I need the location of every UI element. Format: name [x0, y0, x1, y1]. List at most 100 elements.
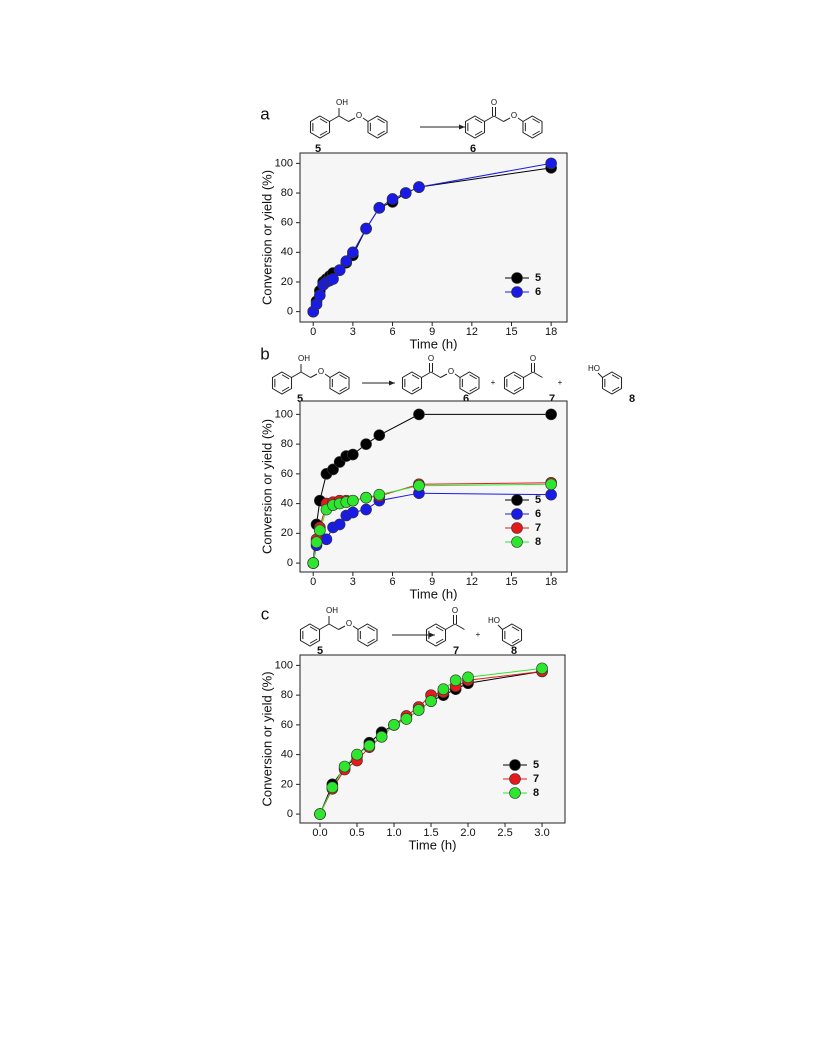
data-point	[413, 479, 425, 492]
legend-label: 7	[535, 522, 541, 534]
bond	[329, 115, 340, 122]
y-tick-label: 80	[281, 689, 293, 701]
legend-label: 5	[535, 494, 541, 506]
scheme-text: O	[511, 111, 517, 120]
y-tick-label: 20	[281, 778, 293, 790]
bond	[497, 624, 503, 630]
data-point	[545, 157, 557, 170]
bond	[435, 626, 444, 632]
bond	[532, 130, 540, 136]
data-point	[351, 748, 363, 761]
x-tick-label: 0.0	[312, 827, 327, 839]
data-point	[400, 713, 413, 725]
data-point	[373, 488, 386, 501]
bond	[338, 625, 346, 630]
plot-area	[299, 400, 568, 573]
compound-label: 6	[470, 143, 476, 155]
data-point	[413, 408, 425, 421]
data-point	[363, 739, 376, 752]
bond	[291, 371, 302, 378]
legend-label: 6	[535, 508, 541, 520]
arrow-head	[389, 380, 395, 386]
bond	[328, 623, 339, 630]
bond	[597, 372, 603, 378]
data-point	[314, 289, 326, 302]
data-point	[347, 506, 359, 519]
legend-label: 6	[535, 286, 541, 298]
compound-label: 7	[549, 393, 555, 405]
data-point	[536, 662, 548, 675]
plot-area	[299, 654, 566, 824]
x-tick-label: 1.0	[386, 827, 401, 839]
bond	[435, 638, 444, 644]
data-point	[373, 202, 386, 214]
y-axis-label: Conversion or yield (%)	[259, 170, 274, 305]
x-tick-label: 0	[310, 326, 316, 338]
data-point	[545, 478, 557, 491]
y-tick-label: 40	[281, 749, 293, 761]
scheme-text: HO	[588, 364, 600, 373]
data-point	[314, 808, 326, 820]
bond	[513, 374, 522, 380]
bond	[348, 117, 356, 122]
bond	[319, 118, 328, 124]
legend-marker	[509, 787, 521, 799]
benzene-ring	[329, 371, 350, 395]
x-tick-label: 6	[389, 326, 395, 338]
data-point	[375, 730, 388, 743]
benzene-ring	[357, 623, 378, 647]
data-point	[307, 557, 320, 569]
bond	[611, 374, 620, 380]
legend-marker	[509, 759, 521, 771]
data-point	[545, 488, 557, 501]
bond	[523, 371, 534, 378]
y-tick-label: 0	[287, 808, 293, 820]
y-tick-label: 80	[281, 187, 293, 199]
bond	[511, 638, 520, 644]
bond	[611, 386, 620, 392]
compound-label: 5	[317, 645, 323, 657]
x-tick-label: 2.0	[460, 827, 475, 839]
data-point	[360, 438, 372, 450]
bond	[411, 386, 420, 392]
legend-label: 7	[533, 773, 539, 785]
compound-label: 5	[297, 393, 303, 405]
data-point	[333, 264, 346, 276]
x-tick-label: 9	[429, 326, 435, 338]
y-tick-label: 20	[281, 276, 293, 288]
data-point	[399, 187, 412, 199]
compound-label: 6	[463, 393, 469, 405]
y-tick-label: 100	[275, 659, 293, 671]
scheme-text: +	[491, 378, 496, 387]
y-tick-label: 0	[287, 306, 293, 318]
data-point	[340, 255, 353, 268]
x-tick-label: 0	[310, 576, 316, 588]
data-point	[326, 781, 339, 794]
data-point	[347, 448, 359, 461]
data-point	[314, 524, 326, 537]
data-point	[338, 760, 351, 773]
x-axis-label: Time (h)	[410, 336, 458, 351]
arrow-head	[459, 124, 465, 130]
x-tick-label: 0.5	[349, 827, 364, 839]
data-point	[360, 222, 372, 235]
y-tick-label: 60	[281, 719, 293, 731]
data-point	[360, 503, 372, 516]
bond	[377, 130, 385, 136]
benzene-ring	[522, 115, 543, 139]
x-tick-label: 6	[389, 576, 395, 588]
bond	[430, 371, 441, 378]
x-tick-label: 12	[466, 576, 478, 588]
data-point	[413, 181, 425, 193]
bond	[281, 374, 290, 380]
scheme-text: +	[476, 630, 481, 639]
data-point	[373, 429, 386, 442]
bond	[377, 118, 385, 124]
y-tick-label: 100	[275, 157, 293, 169]
y-tick-label: 0	[287, 557, 293, 569]
data-point	[437, 683, 450, 695]
bond	[445, 623, 456, 630]
arrow-head	[429, 632, 435, 638]
scheme-text: O	[491, 98, 497, 107]
